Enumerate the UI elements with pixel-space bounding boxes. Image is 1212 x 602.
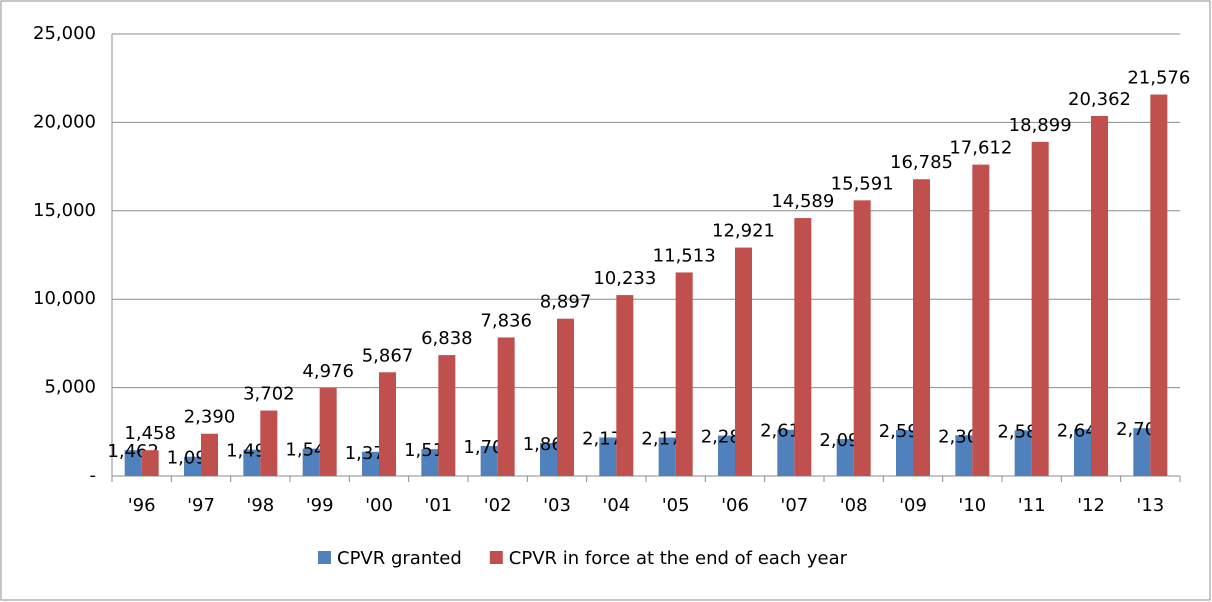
data-label: 14,589	[771, 191, 834, 212]
x-tick-label: '08	[840, 495, 868, 516]
data-label: 10,233	[593, 268, 656, 289]
y-tick-label: 20,000	[33, 111, 96, 132]
data-label: 12,921	[712, 221, 775, 242]
legend-swatch	[489, 551, 503, 564]
data-label: 15,591	[831, 173, 894, 194]
data-label: 21,576	[1127, 68, 1190, 89]
data-label: 8,897	[540, 292, 592, 313]
bar	[480, 445, 498, 476]
x-tick-label: '04	[602, 495, 630, 516]
bar	[1074, 429, 1091, 476]
data-label: 3,702	[243, 384, 295, 405]
x-tick-label: '12	[1077, 495, 1105, 516]
bar	[260, 410, 278, 476]
data-label: 2,390	[184, 407, 236, 428]
bar	[319, 388, 337, 476]
x-tick-label: '02	[484, 495, 512, 516]
data-label: 16,785	[890, 152, 953, 173]
data-label: 17,612	[949, 138, 1012, 159]
bar	[718, 435, 735, 476]
bar	[497, 337, 515, 476]
legend-label: CPVR in force at the end of each year	[509, 548, 848, 569]
data-label: 1,458	[124, 423, 176, 444]
x-tick-label: '13	[1136, 495, 1164, 516]
data-label: 4,976	[302, 361, 354, 382]
bar	[972, 164, 990, 476]
x-tick-label: '06	[721, 495, 749, 516]
bar	[1150, 94, 1168, 477]
bar	[777, 429, 795, 476]
bar	[124, 450, 142, 476]
bar	[955, 435, 973, 476]
bar	[836, 439, 854, 476]
bar	[675, 272, 693, 476]
bar	[438, 355, 456, 476]
bar	[302, 448, 320, 476]
bar	[794, 218, 812, 477]
data-label: 18,899	[1009, 115, 1072, 136]
bar	[1091, 115, 1108, 476]
x-tick-label: '00	[365, 495, 393, 516]
x-tick-label: '09	[899, 495, 927, 516]
data-label: 7,836	[480, 310, 532, 331]
legend-swatch	[318, 551, 331, 564]
y-tick-label: 5,000	[44, 377, 96, 398]
x-tick-label: '01	[424, 495, 452, 516]
bar	[735, 247, 752, 476]
x-tick-label: '97	[187, 495, 215, 516]
x-tick-label: '98	[246, 495, 274, 516]
y-tick-label: 10,000	[33, 288, 96, 309]
bar	[184, 456, 201, 476]
bar	[141, 450, 159, 476]
bar	[599, 437, 617, 476]
legend-label: CPVR granted	[337, 548, 462, 569]
x-tick-label: '03	[543, 495, 571, 516]
bar	[557, 318, 574, 476]
data-label: 11,513	[653, 245, 716, 266]
y-tick-label: -	[90, 465, 97, 486]
x-tick-label: '99	[306, 495, 334, 516]
bar	[658, 437, 676, 476]
data-label: 6,838	[421, 328, 473, 349]
bar	[896, 430, 913, 476]
bar	[1014, 430, 1032, 476]
bar	[853, 200, 871, 476]
bar	[362, 451, 379, 476]
bar	[913, 179, 930, 476]
data-label: 20,362	[1068, 89, 1131, 110]
bar	[243, 449, 261, 476]
bar	[379, 372, 396, 476]
y-tick-label: 15,000	[33, 200, 96, 221]
bar	[201, 433, 218, 476]
x-tick-label: '10	[958, 495, 986, 516]
bar	[616, 295, 634, 476]
bar	[1133, 428, 1151, 476]
x-tick-label: '96	[128, 495, 156, 516]
bar	[421, 449, 439, 476]
bar	[540, 442, 557, 476]
x-tick-label: '07	[780, 495, 808, 516]
y-tick-label: 25,000	[33, 23, 96, 44]
x-tick-label: '05	[662, 495, 690, 516]
data-label: 5,867	[362, 345, 414, 366]
bar	[1031, 141, 1049, 477]
x-tick-label: '11	[1018, 495, 1046, 516]
